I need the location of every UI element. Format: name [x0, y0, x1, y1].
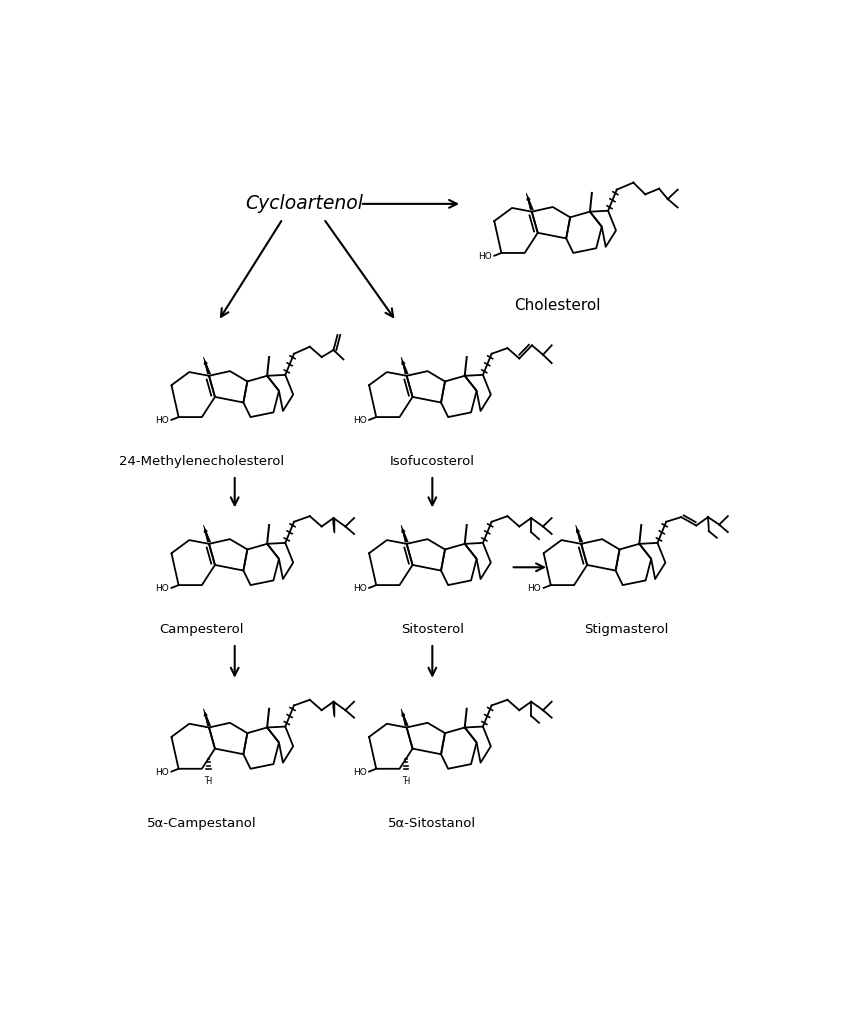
Text: Isofucosterol: Isofucosterol	[390, 456, 475, 468]
Text: Stigmasterol: Stigmasterol	[585, 623, 669, 636]
Text: HO: HO	[156, 585, 169, 594]
Text: 24-Methylenecholesterol: 24-Methylenecholesterol	[119, 456, 285, 468]
Text: Cholesterol: Cholesterol	[514, 298, 601, 313]
Text: HO: HO	[528, 585, 541, 594]
Text: Cycloartenol: Cycloartenol	[245, 194, 363, 213]
Text: HO: HO	[479, 252, 492, 261]
Polygon shape	[401, 708, 408, 726]
Text: HO: HO	[156, 416, 169, 425]
Text: H: H	[205, 776, 212, 786]
Polygon shape	[203, 525, 211, 542]
Polygon shape	[332, 518, 335, 532]
Polygon shape	[203, 708, 211, 726]
Polygon shape	[401, 357, 408, 374]
Text: HO: HO	[156, 768, 169, 777]
Text: 5α-Sitostanol: 5α-Sitostanol	[388, 817, 476, 830]
Polygon shape	[401, 525, 408, 542]
Polygon shape	[332, 701, 335, 716]
Text: Sitosterol: Sitosterol	[401, 623, 464, 636]
Text: H: H	[403, 776, 409, 786]
Text: HO: HO	[353, 585, 366, 594]
Polygon shape	[526, 193, 534, 210]
Text: HO: HO	[353, 768, 366, 777]
Text: Campesterol: Campesterol	[160, 623, 244, 636]
Text: HO: HO	[353, 416, 366, 425]
Text: 5α-Campestanol: 5α-Campestanol	[147, 817, 257, 830]
Polygon shape	[203, 357, 211, 374]
Polygon shape	[575, 525, 583, 542]
